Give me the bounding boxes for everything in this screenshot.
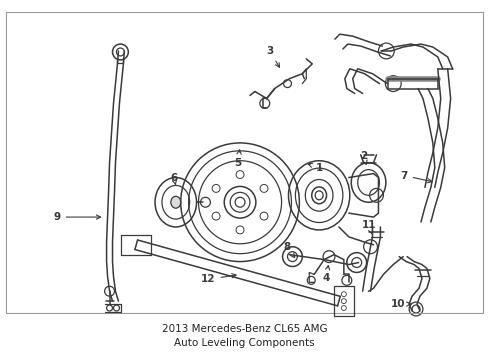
Text: 8: 8 bbox=[283, 242, 294, 258]
Text: 10: 10 bbox=[390, 299, 410, 309]
Text: Auto Leveling Components: Auto Leveling Components bbox=[174, 338, 314, 348]
Text: 12: 12 bbox=[201, 274, 236, 284]
Text: 9: 9 bbox=[54, 212, 101, 222]
Text: 4: 4 bbox=[322, 266, 329, 283]
Text: 7: 7 bbox=[400, 171, 431, 183]
Bar bbox=[6, 13, 482, 313]
Text: 1: 1 bbox=[307, 163, 322, 173]
Text: 2013 Mercedes-Benz CL65 AMG: 2013 Mercedes-Benz CL65 AMG bbox=[162, 324, 326, 334]
Text: 6: 6 bbox=[170, 172, 177, 185]
Text: 5: 5 bbox=[234, 150, 241, 168]
Text: 2: 2 bbox=[359, 151, 366, 165]
Ellipse shape bbox=[170, 196, 181, 208]
Text: 3: 3 bbox=[265, 46, 279, 67]
Text: 11: 11 bbox=[361, 220, 375, 234]
